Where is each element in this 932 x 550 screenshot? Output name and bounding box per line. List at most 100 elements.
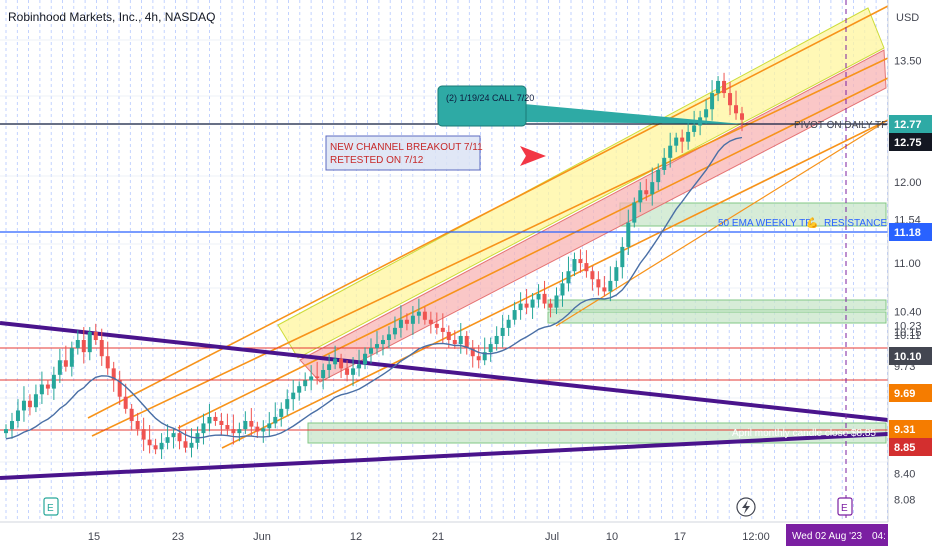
y-tick-label: 11.00: [894, 258, 921, 270]
candle-body: [704, 109, 709, 118]
candle-body: [57, 360, 62, 375]
channel-fill-yellow: [277, 7, 885, 359]
candle-body: [279, 408, 284, 417]
candle-body: [363, 353, 368, 365]
candles: [4, 72, 744, 460]
candle-body: [506, 319, 511, 328]
candle-body: [572, 259, 577, 272]
candle-body: [207, 416, 212, 424]
candle-body: [219, 420, 224, 426]
x-tick-label: 12: [350, 531, 362, 543]
price-badge: [889, 133, 932, 151]
price-badge-label: 8.85: [894, 442, 915, 454]
candle-body: [728, 93, 733, 106]
candle-body: [464, 335, 469, 349]
candle-body: [339, 358, 344, 369]
candle-body: [716, 80, 721, 94]
candle-body: [75, 340, 80, 349]
y-tick-label: 8.08: [894, 495, 915, 507]
candle-body: [159, 442, 164, 450]
candle-body: [710, 93, 715, 110]
candle-body: [380, 340, 385, 345]
candle-body: [45, 384, 50, 389]
candle-body: [590, 271, 595, 280]
price-badge-label: 9.69: [894, 388, 915, 400]
candle-body: [446, 331, 451, 341]
candle-body: [494, 335, 499, 345]
candle-body: [51, 374, 56, 389]
candle-body: [488, 344, 493, 353]
lightning-icon[interactable]: [736, 497, 756, 517]
candle-body: [33, 394, 38, 408]
earnings-marker-1[interactable]: E: [43, 497, 59, 516]
candle-body: [674, 137, 679, 146]
candle-body: [255, 426, 260, 432]
price-badge-label: 12.75: [894, 137, 922, 149]
breakout-note-line-2: RETESTED ON 7/12: [330, 155, 424, 166]
candle-body: [692, 125, 697, 132]
candle-body: [27, 400, 32, 408]
price-badge-label: 12.77: [894, 119, 922, 131]
price-badge: [889, 420, 932, 438]
candle-body: [734, 105, 739, 114]
breakout-note-box: [325, 135, 481, 171]
candle-body: [117, 380, 122, 397]
candle-body: [440, 327, 445, 332]
channel-line-5: [555, 119, 889, 327]
price-badge-label: 10.10: [894, 351, 922, 363]
candle-body: [141, 429, 146, 440]
candle-body: [656, 169, 661, 183]
candle-body: [524, 303, 529, 308]
candle-body: [404, 319, 409, 324]
candle-body: [315, 376, 320, 379]
candle-body: [650, 182, 655, 195]
candle-body: [123, 396, 128, 409]
candle-body: [638, 190, 643, 203]
candle-body: [327, 364, 332, 370]
candle-body: [500, 327, 505, 336]
candle-body: [644, 190, 649, 195]
y-tick-label: 13.50: [894, 56, 922, 68]
candle-body: [177, 433, 182, 442]
candle-body: [129, 408, 134, 421]
y-tick-label: 12.00: [894, 177, 922, 189]
candle-body: [81, 340, 86, 353]
candle-body: [476, 356, 481, 361]
candle-body: [482, 352, 487, 361]
x-tick-label: Jun: [253, 531, 271, 543]
candle-body: [273, 416, 278, 424]
candle-body: [69, 348, 74, 367]
crosshair-date-badge: [786, 524, 888, 546]
candle-body: [297, 386, 302, 393]
y-tick-label: 10.15: [894, 327, 922, 339]
x-tick-label: 15: [88, 531, 100, 543]
candle-body: [626, 222, 631, 247]
candle-body: [165, 437, 170, 443]
candle-body: [452, 340, 457, 345]
candle-body: [560, 283, 565, 296]
candle-body: [261, 428, 266, 432]
candle-body: [9, 420, 14, 430]
candle-body: [596, 279, 601, 288]
candle-body: [369, 348, 374, 354]
candle-body: [171, 433, 176, 438]
y-tick-label: 10.11: [894, 330, 921, 342]
call-note-text: (2) 1/19/24 CALL 7/20: [446, 93, 534, 103]
zone-10-15: [547, 311, 887, 324]
earnings-marker-2[interactable]: E: [837, 497, 853, 516]
x-tick-label: 21: [432, 531, 444, 543]
x-tick-label: Jul: [545, 531, 559, 543]
x-tick-labels: 15 23 Jun 12 21 Jul 10 17 12:00: [88, 531, 770, 543]
crosshair-date-label: Wed 02 Aug '23: [792, 531, 863, 542]
candle-body: [4, 429, 8, 434]
candle-body: [153, 445, 158, 450]
pivot-label: PIVOT ON DAILY TF: [794, 120, 887, 131]
candle-body: [632, 202, 637, 223]
candle-body: [410, 315, 415, 324]
april-close-label: April monthly candle close $8.85: [732, 428, 876, 439]
candle-body: [231, 429, 236, 434]
trendline-upper: [0, 321, 889, 422]
candle-body: [357, 364, 362, 369]
